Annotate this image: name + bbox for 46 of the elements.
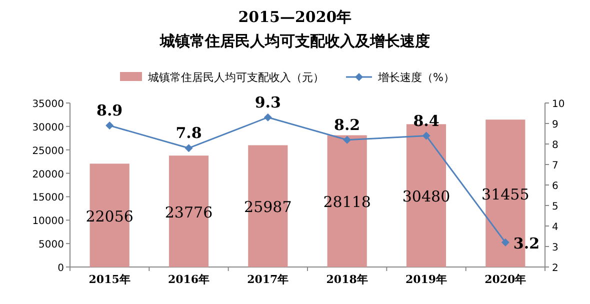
y-tick-label: 35000	[32, 99, 64, 110]
x-tick-label: 2017年	[247, 273, 289, 286]
y-tick-label: 0	[58, 263, 64, 274]
data-label: 31455	[482, 185, 530, 204]
x-tick-label: 2019年	[405, 273, 448, 286]
point	[422, 132, 430, 140]
x-tick-label: 2018年	[326, 273, 368, 286]
y2-tick-label: 4	[552, 222, 558, 233]
y-tick-label: 10000	[32, 216, 64, 228]
y2-tick-label: 6	[552, 181, 558, 192]
y2-tick-label: 8	[552, 140, 558, 151]
y-tick-label: 25000	[32, 146, 64, 157]
x-tick-label: 2020年	[484, 273, 526, 286]
y2-tick-label: 10	[552, 99, 565, 110]
chart-title: 2015—2020年	[238, 8, 352, 26]
data-label: 9.3	[254, 93, 281, 112]
y-tick-label: 15000	[32, 192, 64, 204]
data-label: 23776	[164, 203, 213, 222]
y-tick-label: 20000	[32, 169, 64, 180]
legend: 增长速度（%）	[346, 71, 454, 84]
y2-tick-label: 5	[552, 202, 558, 212]
data-label: 25987	[244, 198, 292, 216]
data-label: 30480	[402, 188, 450, 206]
point	[106, 122, 114, 130]
y2-tick-label: 3	[552, 242, 558, 254]
data-label: 8.2	[334, 116, 360, 134]
point	[184, 144, 193, 152]
point	[264, 113, 272, 122]
data-label: 22056	[86, 207, 134, 226]
data-label: 3.2	[513, 234, 540, 252]
x-tick-label: 2015年	[88, 273, 130, 286]
point	[501, 238, 510, 246]
legend-label: 增长速度（%）	[377, 71, 454, 84]
y-tick-label: 5000	[38, 240, 64, 251]
data-label: 8.4	[413, 112, 440, 130]
point	[343, 136, 352, 144]
legend: 城镇常住居民人均可支配收入（元）	[120, 71, 324, 84]
y-tick-label: 30000	[32, 122, 64, 134]
y2-tick-label: 2	[552, 263, 558, 274]
chart-subtitle: 城镇常住居民人均可支配收入及增长速度	[159, 32, 430, 50]
data-label: 7.8	[176, 124, 202, 142]
y2-tick-label: 9	[552, 120, 558, 130]
data-label: 28118	[323, 193, 371, 212]
y2-tick-label: 7	[552, 160, 558, 172]
x-tick-label: 2016年	[168, 273, 210, 286]
data-label: 8.9	[96, 102, 123, 120]
